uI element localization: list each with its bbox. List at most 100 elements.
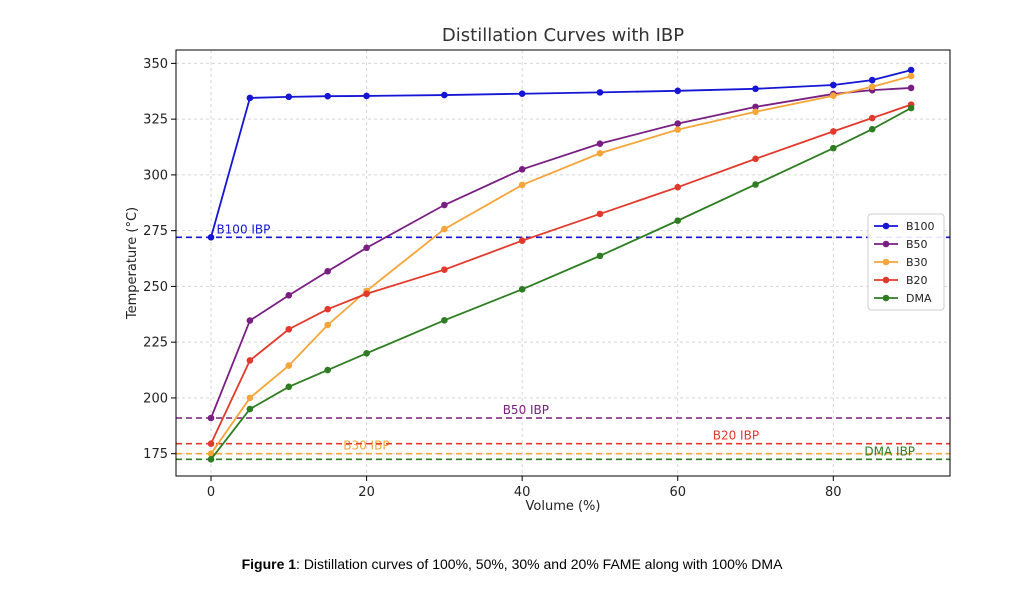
ibp-label-b100: B100 IBP [216,222,270,236]
y-axis-title: Temperature (°C) [125,207,140,320]
y-tick-label: 200 [143,391,168,406]
ibp-lines: B100 IBP B50 IBP B30 IBP B20 IBP DMA IBP [176,222,950,461]
data-point-b50 [324,267,331,275]
legend-marker-b20 [882,276,890,284]
data-point-b30 [207,450,215,457]
x-axis-title: Volume (%) [526,499,601,514]
data-point-b20 [752,155,759,163]
legend-label-b50: B50 [906,238,928,251]
legend-marker-b100 [882,222,890,230]
x-tick-label: 40 [514,485,531,500]
y-tick-label: 250 [143,280,168,295]
data-point-dma [596,252,604,260]
data-point-b100 [830,81,837,89]
data-point-dma [363,350,370,357]
plot-frame [175,49,951,477]
y-tick-label: 275 [143,224,168,239]
legend-label-b30: B30 [906,256,928,269]
data-point-b100 [907,66,915,74]
data-point-dma [830,144,837,152]
ibp-label-b20: B20 IBP [713,429,759,443]
data-point-b50 [907,84,915,92]
x-tick-label: 20 [358,485,375,500]
data-point-b30 [907,72,915,80]
x-tick-label: 80 [825,485,842,500]
ibp-label-b30: B30 IBP [343,439,389,453]
data-point-b50 [285,292,293,299]
data-point-dma [518,286,526,293]
data-point-b20 [868,114,876,122]
figure-label: Figure 1 [241,556,297,572]
x-tick-label: 0 [207,485,215,500]
data-point-b30 [674,126,682,133]
distillation-chart: B100 IBP B50 IBP B30 IBP B20 IBP DMA IBP 0 20… [125,25,951,514]
data-point-dma [207,455,215,463]
data-point-b30 [596,149,604,157]
data-point-b20 [830,128,837,135]
series-lines [207,66,915,463]
data-point-b100 [363,92,370,100]
data-point-b20 [596,210,604,218]
y-tick-label: 175 [143,447,168,462]
data-point-dma [752,181,759,188]
figure-caption-text: : Distillation curves of 100%, 50%, 30% … [296,556,783,572]
data-point-dma [441,317,448,324]
data-point-b20 [363,290,370,298]
series-line-b50 [210,87,912,419]
data-point-dma [285,383,293,391]
data-point-b20 [324,305,331,313]
data-point-dma [246,405,254,413]
data-point-b30 [285,362,293,369]
grid [176,50,950,476]
data-point-b30 [868,83,876,91]
data-point-b30 [830,92,837,100]
data-point-dma [868,125,876,133]
data-point-b100 [441,91,448,99]
legend-label-b20: B20 [906,274,928,287]
series-line-dma [210,107,912,460]
data-point-dma [907,104,915,112]
data-point-b100 [596,89,604,96]
y-tick-label: 225 [143,336,168,351]
y-tick-label: 325 [143,113,168,128]
legend-marker-b30 [882,258,890,266]
data-point-b50 [674,120,682,127]
data-point-b20 [246,357,254,364]
x-axis-ticks: 0 20 40 60 80 [207,476,842,500]
figure-caption: Figure 1: Distillation curves of 100%, 5… [0,556,1024,572]
data-point-b50 [363,244,370,252]
data-point-b100 [324,92,331,100]
data-point-b50 [207,414,215,422]
data-point-b30 [518,181,526,189]
data-point-b50 [518,166,526,173]
data-point-b20 [207,440,215,447]
data-point-b30 [752,108,759,116]
legend-box [867,213,945,311]
x-tick-label: 60 [669,485,686,500]
data-point-b50 [441,201,448,209]
data-point-b50 [752,103,759,111]
y-tick-label: 350 [143,57,168,72]
data-point-dma [674,217,682,224]
data-point-b20 [285,325,293,333]
data-point-b100 [207,234,215,241]
data-point-b100 [868,76,876,84]
data-point-b30 [246,394,254,402]
legend-marker-b50 [882,240,890,248]
ibp-label-b50: B50 IBP [503,403,549,417]
ibp-label-dma: DMA IBP [864,444,915,458]
legend-label-b100: B100 [906,220,935,233]
series-line-b20 [210,103,912,445]
data-point-b100 [674,87,682,95]
series-line-b100 [210,69,912,238]
data-point-b20 [441,266,448,273]
data-point-dma [324,366,331,374]
data-point-b30 [324,321,331,329]
y-tick-label: 300 [143,168,168,183]
data-point-b50 [596,140,604,147]
data-point-b100 [285,93,293,101]
legend-label-dma: DMA [906,292,932,305]
legend: B100 B50 B30 B20 DMA [867,213,945,311]
data-point-b100 [246,94,254,102]
data-point-b100 [518,90,526,98]
